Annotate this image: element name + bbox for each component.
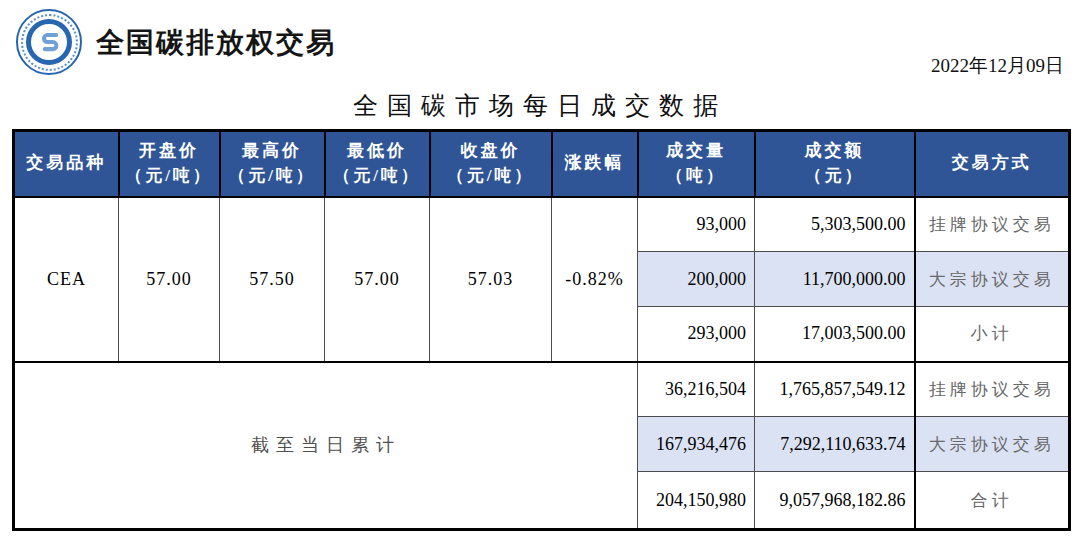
cell-method: 合计 xyxy=(915,472,1070,530)
page-title: 全国碳市场每日成交数据 xyxy=(0,89,1080,122)
cell-method: 挂牌协议交易 xyxy=(915,362,1070,417)
cell-method: 挂牌协议交易 xyxy=(915,197,1070,252)
cell-product: CEA xyxy=(14,197,119,362)
cell-volume: 204,150,980 xyxy=(638,472,755,530)
cell-volume: 293,000 xyxy=(638,307,755,362)
col-header-method: 交易方式 xyxy=(915,131,1070,197)
logo-e-glyph xyxy=(36,29,63,56)
cumulative-row-listed: 截至当日累计 36,216,504 1,765,857,549.12 挂牌协议交… xyxy=(14,362,1070,417)
cell-amount: 9,057,968,182.86 xyxy=(755,472,915,530)
cell-method: 大宗协议交易 xyxy=(915,417,1070,472)
col-header-amount: 成交额（元） xyxy=(755,131,915,197)
brand-title: 全国碳排放权交易 xyxy=(96,24,336,62)
logo-inner-circle xyxy=(26,19,72,65)
cell-amount: 11,700,000.00 xyxy=(755,252,915,307)
cell-amount: 1,765,857,549.12 xyxy=(755,362,915,417)
cell-method: 大宗协议交易 xyxy=(915,252,1070,307)
col-header-open: 开盘价（元/吨） xyxy=(119,131,220,197)
cell-volume: 200,000 xyxy=(638,252,755,307)
carbon-market-daily-report: 全国碳排放权交易 2022年12月09日 全国碳市场每日成交数据 交易品种 开盘… xyxy=(0,0,1080,538)
col-header-high: 最高价（元/吨） xyxy=(220,131,325,197)
cell-volume: 167,934,476 xyxy=(638,417,755,472)
cell-low: 57.00 xyxy=(325,197,430,362)
exchange-logo-icon xyxy=(16,9,82,75)
cell-high: 57.50 xyxy=(220,197,325,362)
col-header-product: 交易品种 xyxy=(14,131,119,197)
cell-change: -0.82% xyxy=(552,197,638,362)
cell-method: 小计 xyxy=(915,307,1070,362)
cell-volume: 36,216,504 xyxy=(638,362,755,417)
header-row: 交易品种 开盘价（元/吨） 最高价（元/吨） 最低价（元/吨） 收盘价（元/吨）… xyxy=(14,131,1070,197)
col-header-low: 最低价（元/吨） xyxy=(325,131,430,197)
cell-open: 57.00 xyxy=(119,197,220,362)
cell-volume: 93,000 xyxy=(638,197,755,252)
cell-amount: 7,292,110,633.74 xyxy=(755,417,915,472)
daily-row-listed: CEA 57.00 57.50 57.00 57.03 -0.82% 93,00… xyxy=(14,197,1070,252)
col-header-close: 收盘价（元/吨） xyxy=(430,131,552,197)
col-header-change: 涨跌幅 xyxy=(552,131,638,197)
trading-data-table: 交易品种 开盘价（元/吨） 最高价（元/吨） 最低价（元/吨） 收盘价（元/吨）… xyxy=(12,129,1071,531)
cumulative-label: 截至当日累计 xyxy=(14,362,638,530)
report-date: 2022年12月09日 xyxy=(931,53,1064,79)
col-header-volume: 成交量（吨） xyxy=(638,131,755,197)
logo-ring-band xyxy=(21,14,78,71)
cell-close: 57.03 xyxy=(430,197,552,362)
cell-amount: 17,003,500.00 xyxy=(755,307,915,362)
cell-amount: 5,303,500.00 xyxy=(755,197,915,252)
